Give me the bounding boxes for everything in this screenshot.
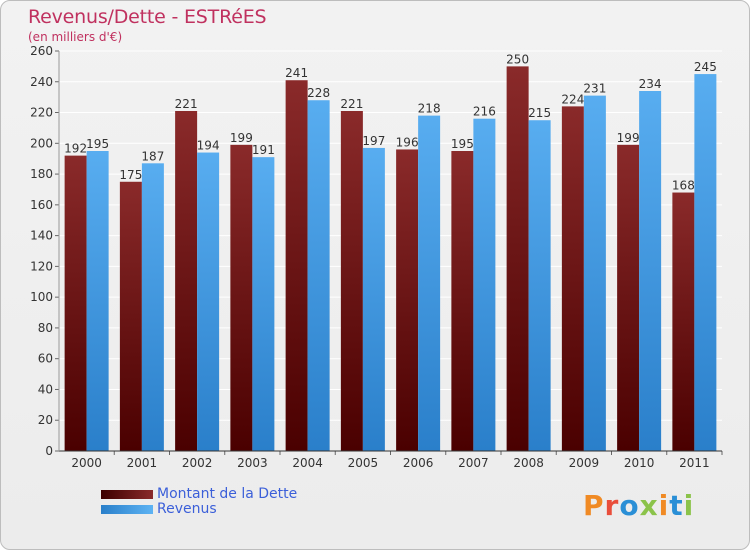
data-label: 175 (119, 168, 142, 182)
data-label: 196 (396, 135, 419, 149)
y-tick-label: 140 (30, 229, 53, 243)
x-tick-label: 2010 (624, 456, 655, 470)
y-tick-label: 180 (30, 167, 53, 181)
data-label: 241 (285, 66, 308, 80)
bar-revenus (418, 115, 441, 451)
chart-title: Revenus/Dette - ESTRéES (28, 6, 267, 28)
logo-letter: i (683, 489, 695, 522)
proxiti-logo: Proxiti (583, 489, 694, 522)
bar-debt (230, 144, 253, 451)
logo-letter: P (583, 489, 605, 522)
y-tick-label: 160 (30, 198, 53, 212)
chart-subtitle: (en milliers d'€) (28, 30, 123, 44)
bars (64, 66, 717, 452)
x-tick-label: 2005 (348, 456, 379, 470)
y-tick-label: 60 (38, 352, 53, 366)
data-label: 195 (86, 137, 109, 151)
logo-letter: o (619, 489, 640, 522)
bar-revenus (639, 91, 662, 451)
data-label: 221 (340, 97, 363, 111)
x-tick-label: 2001 (127, 456, 158, 470)
x-tick-label: 2006 (403, 456, 434, 470)
data-label: 221 (175, 97, 198, 111)
data-label: 250 (506, 52, 529, 66)
bar-debt (285, 80, 308, 451)
data-label: 234 (639, 77, 662, 91)
data-label: 199 (617, 131, 640, 145)
bar-debt (451, 151, 474, 451)
x-tick-label: 2000 (71, 456, 102, 470)
x-tick-label: 2007 (458, 456, 489, 470)
y-tick-label: 260 (30, 44, 53, 58)
data-label: 231 (583, 82, 606, 96)
x-axis-ticks: 2000 2001 2002 2003 2004 2005 2006 2007 2008 2009… (71, 451, 723, 470)
bar-debt (561, 106, 584, 451)
data-label: 197 (362, 134, 385, 148)
logo-letter: i (658, 489, 670, 522)
bar-revenus (197, 152, 220, 452)
data-label: 218 (418, 102, 441, 116)
bar-revenus (252, 157, 275, 451)
data-label: 187 (141, 149, 164, 163)
data-label: 192 (64, 142, 87, 156)
bar-debt (64, 155, 87, 451)
legend-item-revenus: Revenus (101, 501, 217, 517)
y-tick-label: 100 (30, 290, 53, 304)
bar-revenus (141, 163, 164, 452)
logo-letter: x (639, 489, 659, 522)
legend-label-revenus: Revenus (157, 501, 217, 517)
y-tick-label: 0 (45, 444, 53, 458)
bar-revenus (583, 95, 606, 451)
data-label: 245 (694, 60, 717, 74)
grid-lines (55, 50, 722, 452)
bar-revenus (528, 120, 551, 451)
y-axis-ticks: 0 20 40 60 80 100 120 140 160 180 200 220 240 260 (30, 44, 53, 458)
x-tick-label: 2004 (292, 456, 323, 470)
y-tick-label: 200 (30, 136, 53, 150)
y-tick-label: 220 (30, 106, 53, 120)
bar-revenus (473, 118, 496, 451)
y-tick-label: 80 (38, 321, 53, 335)
legend-swatch-debt (101, 489, 153, 499)
bar-debt (340, 111, 363, 451)
logo-letter: t (669, 489, 684, 522)
data-label: 191 (252, 143, 275, 157)
data-label: 224 (561, 92, 584, 106)
legend-swatch-revenus (101, 504, 153, 514)
y-tick-label: 240 (30, 75, 53, 89)
legend-item-debt: Montant de la Dette (101, 486, 297, 502)
data-label: 215 (528, 106, 551, 120)
data-label: 194 (197, 139, 220, 153)
logo-letter: r (604, 489, 620, 522)
bar-revenus (362, 147, 385, 451)
data-label: 195 (451, 137, 474, 151)
bar-debt (175, 111, 198, 451)
legend-label-debt: Montant de la Dette (157, 486, 298, 502)
data-label: 216 (473, 105, 496, 119)
bar-revenus (694, 74, 717, 452)
bar-debt (396, 149, 419, 451)
bar-debt (672, 192, 695, 452)
x-tick-label: 2008 (513, 456, 544, 470)
data-label: 168 (672, 179, 695, 193)
y-tick-label: 120 (30, 259, 53, 273)
bar-revenus (307, 100, 330, 451)
data-label: 199 (230, 131, 253, 145)
bar-revenus (86, 151, 109, 451)
data-label: 228 (307, 86, 330, 100)
bar-debt (617, 144, 640, 451)
x-tick-label: 2002 (182, 456, 213, 470)
y-tick-label: 20 (38, 413, 53, 427)
bar-debt (506, 66, 529, 451)
x-tick-label: 2009 (569, 456, 600, 470)
x-tick-label: 2003 (237, 456, 268, 470)
y-tick-label: 40 (38, 382, 53, 396)
x-tick-label: 2011 (679, 456, 710, 470)
bar-debt (119, 181, 142, 451)
